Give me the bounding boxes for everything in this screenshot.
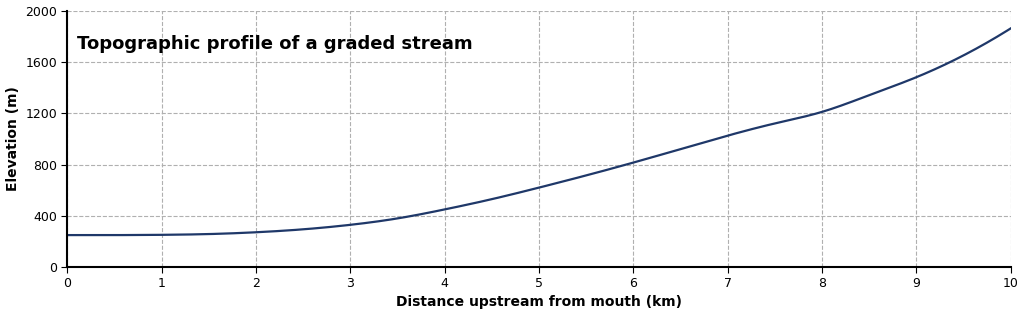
X-axis label: Distance upstream from mouth (km): Distance upstream from mouth (km) [396,295,682,309]
Y-axis label: Elevation (m): Elevation (m) [5,86,19,191]
Text: Topographic profile of a graded stream: Topographic profile of a graded stream [77,35,472,53]
